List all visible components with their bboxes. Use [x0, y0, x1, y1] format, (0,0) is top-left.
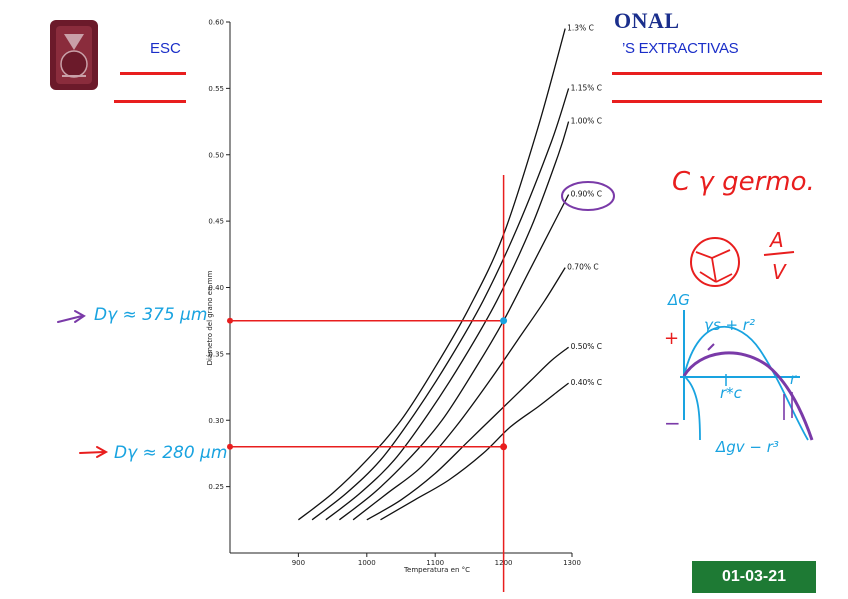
delta-g-label: ΔG	[667, 291, 690, 309]
readout-upper-text: Dγ ≈ 375 μm	[94, 305, 207, 325]
guide-point-1	[500, 443, 508, 451]
y-tick-label: 0.50	[208, 151, 224, 159]
series-line-4	[352, 267, 566, 521]
series-label-0: 1.3% C	[567, 24, 594, 33]
header-rule-left-1	[120, 72, 190, 75]
arrow-red-head-icon	[96, 446, 109, 458]
series-label-4: 0.70% C	[567, 263, 598, 272]
guide-point-left-0	[227, 317, 233, 324]
chart-series	[298, 28, 570, 521]
series-line-0	[298, 28, 566, 521]
chart-axes: 0.25 0.30 0.35 0.40 0.45 0.50 0.55 0.60 900 1000 1…	[208, 19, 581, 568]
fraction-numerator: A	[768, 228, 784, 252]
readout-upper: Dγ ≈ 375 μm	[57, 305, 207, 325]
grain-sketch-icon	[690, 237, 740, 287]
highlight-circle-icon	[561, 181, 615, 211]
gibbs-sketch	[680, 310, 814, 441]
series-label-2: 1.00% C	[571, 117, 602, 126]
series-line-2	[325, 121, 570, 521]
r-axis-label: r	[790, 370, 797, 388]
arrow-purple-icon	[57, 315, 83, 323]
y-tick-label: 0.55	[208, 85, 224, 93]
volume-term: Δgv − r³	[715, 438, 779, 456]
arrow-red-icon	[79, 451, 105, 454]
y-axis-label: Diámetro del grano en mm	[206, 270, 214, 365]
y-tick-label: 0.45	[208, 218, 224, 226]
chart-annotations	[227, 175, 508, 592]
series-line-1	[311, 88, 570, 521]
fraction-bar	[763, 251, 795, 256]
institution-logo	[50, 20, 98, 90]
note-top: C γ germo.	[672, 167, 815, 197]
readout-lower: Dγ ≈ 280 μm	[79, 443, 227, 463]
series-label-6: 0.40% C	[571, 378, 602, 387]
series-line-3	[339, 194, 570, 521]
arrow-purple-head-icon	[74, 310, 86, 323]
series-label-3: 0.90% C	[571, 190, 602, 199]
header-rule-right-1	[612, 72, 822, 75]
series-line-5	[366, 346, 570, 521]
series-line-6	[380, 382, 569, 521]
y-tick-label: 0.40	[208, 284, 224, 292]
x-tick-label: 1000	[358, 559, 376, 567]
chart-panel	[186, 0, 612, 599]
guide-point-left-1	[227, 443, 233, 450]
readout-lower-text: Dγ ≈ 280 μm	[114, 443, 227, 463]
chart-series-labels: 1.3% C 1.15% C 1.00% C 0.90% C 0.70% C 0.50% …	[567, 24, 602, 387]
y-tick-label: 0.25	[208, 483, 224, 491]
surface-term: γs + r²	[704, 316, 755, 334]
fraction-denominator: V	[772, 260, 787, 284]
header-rule-right-2	[612, 100, 822, 103]
plus-sign: +	[664, 328, 679, 349]
header-title: ONAL	[614, 8, 680, 33]
series-label-5: 0.50% C	[571, 342, 602, 351]
header-subtitle-left: ESC	[150, 40, 181, 57]
y-tick-label: 0.60	[208, 19, 224, 27]
x-tick-label: 1300	[563, 559, 581, 567]
y-tick-label: 0.35	[208, 350, 224, 358]
date-badge: 01-03-21	[692, 561, 816, 593]
r-star-label: r*c	[720, 384, 743, 402]
series-label-1: 1.15% C	[571, 83, 602, 92]
guide-point-0	[500, 317, 508, 325]
minus-sign: −	[664, 411, 681, 435]
x-tick-label: 1100	[426, 559, 444, 567]
x-tick-label: 900	[292, 559, 305, 567]
header-subtitle-right: ’S EXTRACTIVAS	[622, 40, 739, 57]
y-tick-label: 0.30	[208, 417, 224, 425]
header-rule-left-2	[114, 100, 190, 103]
x-axis-label: Temperatura en °C	[403, 566, 470, 574]
